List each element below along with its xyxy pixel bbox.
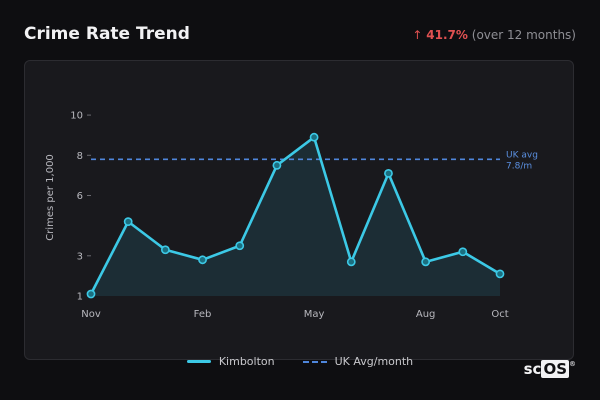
series-line-kimbolton (89, 135, 502, 296)
data-point (235, 241, 245, 251)
x-tick-label: Oct (491, 309, 508, 320)
uk-average-value: 7.8/m (506, 161, 532, 171)
y-tick-label: 10 (70, 111, 83, 122)
data-point (309, 132, 319, 142)
legend-swatch-line (186, 360, 211, 363)
data-point (160, 245, 170, 255)
logo-text-sc: sc (523, 360, 542, 378)
y-tick-label: 8 (77, 151, 83, 162)
change-percentage: 41.7% (426, 28, 468, 42)
chart-legend: Kimbolton UK Avg/month (0, 355, 600, 368)
series-area-kimbolton (91, 137, 500, 296)
uk-average-label: UK avg (506, 150, 538, 160)
data-point (123, 217, 133, 227)
x-tick-label: Feb (194, 309, 212, 320)
scos-logo: sc OS ® (524, 360, 576, 378)
data-point (458, 247, 468, 257)
y-tick-label: 3 (77, 251, 83, 262)
change-period: (over 12 months) (471, 28, 576, 42)
legend-swatch-dash (302, 360, 327, 363)
x-tick-label: Aug (416, 309, 436, 320)
chart-title: Crime Rate Trend (24, 24, 190, 44)
data-point (384, 168, 393, 178)
logo-text-os: OS (541, 360, 569, 378)
data-point (346, 257, 356, 267)
chart-card (24, 60, 574, 360)
legend-item-uk-avg[interactable]: UK Avg/month (302, 355, 414, 368)
data-point (421, 257, 431, 267)
y-tick-label: 1 (77, 292, 83, 303)
y-tick-label: 6 (77, 191, 83, 202)
data-point (495, 269, 505, 279)
data-point (198, 255, 207, 265)
data-point (86, 289, 96, 299)
y-axis-label: Crimes per 1,000 (45, 154, 56, 241)
logo-registered-mark: ® (569, 360, 576, 368)
up-arrow-icon: ↑ (412, 28, 423, 42)
x-tick-label: Nov (81, 309, 101, 320)
data-point (272, 160, 282, 170)
change-indicator: ↑ 41.7% (over 12 months) (412, 28, 576, 42)
x-tick-label: May (304, 309, 325, 320)
legend-label-kimbolton: Kimbolton (218, 355, 275, 368)
legend-item-kimbolton[interactable]: Kimbolton (186, 355, 275, 368)
legend-label-uk-avg: UK Avg/month (334, 355, 414, 368)
